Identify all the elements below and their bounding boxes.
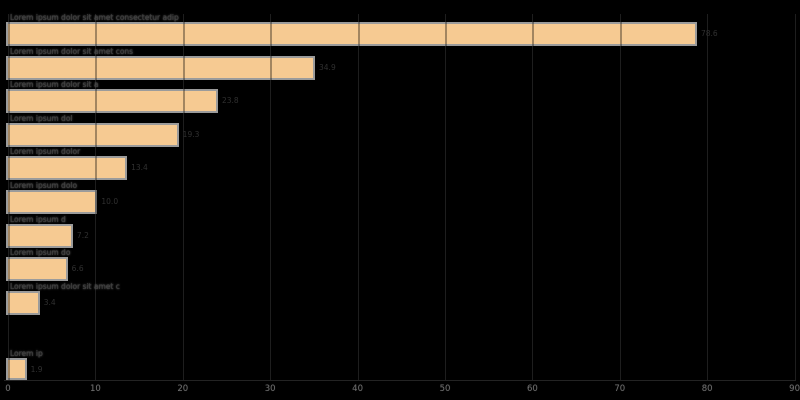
bar-category-label: Lorem ipsum d [10, 214, 66, 224]
x-axis-tick-label: 40 [352, 384, 364, 394]
gridline-overlay [8, 14, 10, 380]
gridline-overlay [532, 14, 535, 380]
x-axis-tick-label: 30 [264, 384, 276, 394]
gridline [619, 14, 621, 380]
gridline [95, 14, 97, 380]
bar-value-label: 34.9 [319, 62, 336, 72]
bar-value-label: 10.0 [101, 197, 119, 206]
x-axis-tick-label: 90 [789, 384, 800, 394]
bar-value-label: 6.6 [71, 264, 84, 274]
x-axis-line [4, 380, 796, 381]
bar-category-label: Lorem ipsum do [10, 248, 71, 258]
bar [8, 292, 38, 313]
bar-category-label: Lorem ip [10, 349, 43, 358]
bar-value-label: 13.4 [131, 163, 148, 173]
gridline [445, 14, 446, 380]
x-axis-tick-label: 80 [701, 384, 713, 394]
gridline-overlay [707, 14, 710, 380]
gridline [270, 14, 272, 380]
bar [8, 225, 71, 246]
bar [8, 124, 177, 145]
bar-value-label: 19.3 [182, 129, 200, 139]
bar [8, 158, 126, 179]
bar-category-label: Lorem ipsum dolor sit amet c [10, 281, 120, 291]
bar-value-label: 23.8 [222, 96, 239, 106]
gridline [182, 14, 184, 380]
bar [8, 91, 216, 112]
bar-category-label: Lorem ipsum dolor sit amet cons [10, 46, 134, 56]
bar-category-label: Lorem ipsum dolor sit amet consectetur a… [10, 13, 179, 22]
gridline-overlay [182, 14, 185, 380]
gridline-overlay [95, 14, 98, 380]
bar [8, 24, 695, 44]
gridline-overlay [794, 14, 797, 380]
gridline [532, 14, 534, 380]
bar [8, 57, 314, 78]
x-axis-tick-label: 20 [177, 384, 189, 394]
bar-category-label: Lorem ipsum dolor [10, 147, 81, 157]
x-axis-tick-label: 60 [526, 384, 538, 394]
bar-value-label: 1.9 [30, 365, 43, 374]
gridline [357, 14, 359, 380]
x-axis-tick-label: 0 [5, 384, 11, 394]
bar-category-label: Lorem ipsum dolor sit a [10, 80, 99, 90]
bar [8, 259, 66, 280]
bar [8, 360, 25, 378]
bar-value-label: 3.4 [43, 297, 56, 307]
gridline-overlay [445, 14, 447, 380]
x-axis-tick-label: 70 [614, 384, 626, 394]
x-axis-tick-label: 10 [89, 384, 101, 394]
gridline [707, 14, 709, 380]
gridline-overlay [357, 14, 360, 380]
gridline-overlay [619, 14, 622, 380]
bar-value-label: 78.6 [700, 29, 718, 38]
bar [8, 192, 96, 212]
gridline [794, 14, 796, 380]
bar-category-label: Lorem ipsum dol [10, 113, 73, 123]
bar-category-label: Lorem ipsum dolo [10, 181, 78, 190]
bar-value-label: 7.2 [76, 230, 89, 240]
gridline-overlay [270, 14, 273, 380]
x-axis-tick-label: 50 [439, 384, 451, 394]
